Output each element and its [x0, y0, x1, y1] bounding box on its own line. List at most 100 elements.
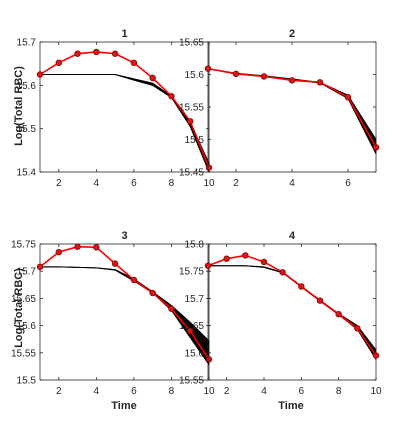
observed-point	[372, 352, 380, 359]
observed-point	[204, 65, 212, 72]
observed-point	[335, 310, 342, 318]
observed-point	[149, 289, 156, 297]
x-tick-label: 8	[169, 386, 175, 397]
y-tick-label: 15.6	[185, 70, 205, 81]
observed-line	[39, 245, 210, 360]
subplot-2: 2 2 4 6 15.45 15.5 15.55 15.6 15.65	[179, 28, 380, 189]
x-axis-label-right: Time	[278, 400, 303, 412]
x-tick-label: 2	[56, 386, 62, 397]
x-tick-label: 6	[299, 386, 305, 397]
observed-point	[316, 297, 324, 304]
observed-point	[288, 77, 296, 84]
observed-point	[36, 263, 44, 271]
subplot-1: 1 2 4 6 8 10 15.4 15.5 15.6 15.7	[17, 28, 215, 189]
observed-point	[111, 50, 119, 57]
model-line-0	[40, 74, 210, 164]
observed-point	[187, 327, 194, 335]
observed-point	[316, 79, 324, 86]
x-tick-label: 8	[169, 178, 175, 189]
panel-title: 4	[289, 230, 296, 242]
x-tick-label: 4	[289, 178, 295, 189]
observed-point	[205, 164, 213, 171]
observed-point	[260, 258, 268, 266]
panel-title: 1	[121, 28, 127, 40]
observed-point	[260, 73, 268, 80]
x-tick-label: 10	[370, 386, 382, 397]
subplot-panels: 1 2 4 6 8 10 15.4 15.5 15.6 15.7 2 2 4 6 15.45 15.5 15.5…	[11, 28, 382, 397]
x-tick-label: 10	[203, 178, 215, 189]
x-tick-label: 2	[224, 386, 230, 397]
axes-frame	[39, 243, 210, 381]
observed-point	[232, 70, 240, 78]
y-tick-label: 15.7	[17, 38, 37, 49]
y-tick-label: 15.7	[17, 267, 37, 278]
y-tick-label: 15.55	[179, 376, 204, 387]
observed-point	[344, 94, 352, 101]
x-tick-label: 10	[203, 386, 215, 397]
observed-point	[93, 244, 100, 251]
axes-frame	[207, 243, 377, 381]
y-tick-label: 15.6	[17, 81, 37, 92]
y-tick-label: 15.65	[179, 38, 204, 49]
y-tick-label: 15.8	[185, 240, 205, 251]
x-tick-label: 2	[233, 178, 239, 189]
axes-frame	[207, 41, 377, 173]
observed-point	[149, 74, 156, 82]
observed-point	[279, 269, 286, 276]
model-line-1	[40, 266, 210, 366]
observed-line	[39, 51, 210, 168]
observed-point	[55, 248, 62, 256]
x-tick-label: 4	[261, 386, 267, 397]
x-tick-label: 4	[94, 386, 100, 397]
y-tick-label: 15.65	[179, 321, 204, 332]
observed-point	[205, 356, 213, 363]
y-axis-label-bottom: Log(Total RBC)	[13, 268, 25, 348]
observed-line	[207, 254, 377, 356]
observed-point	[93, 48, 100, 56]
y-tick-label: 15.45	[179, 168, 204, 179]
observed-point	[36, 71, 44, 78]
observed-point	[372, 144, 380, 151]
observed-point	[130, 59, 138, 66]
observed-point	[74, 243, 81, 250]
observed-point	[223, 255, 230, 262]
x-tick-label: 8	[336, 386, 342, 397]
x-tick-label: 6	[131, 386, 137, 397]
y-tick-label: 15.4	[17, 168, 37, 179]
model-line-1	[40, 74, 210, 173]
y-tick-label: 15.75	[11, 240, 36, 251]
observed-point	[111, 260, 119, 267]
observed-point	[187, 118, 194, 125]
observed-point	[168, 92, 175, 100]
y-tick-label: 15.7	[185, 294, 205, 305]
y-tick-label: 15.5	[17, 124, 37, 135]
y-tick-label: 15.65	[11, 294, 36, 305]
y-tick-label: 15.5	[17, 376, 37, 387]
y-axis-label-top: Log(Total RBC)	[13, 66, 25, 146]
observed-point	[168, 305, 175, 312]
observed-point	[55, 59, 62, 66]
subplot-3: 3 2 4 6 8 10 15.5 15.55 15.6 15.65 15.7 15.75	[11, 230, 215, 397]
observed-point	[242, 252, 249, 259]
y-tick-label: 15.6	[185, 348, 205, 359]
observed-point	[130, 276, 138, 284]
y-tick-label: 15.5	[185, 135, 205, 146]
x-tick-label: 6	[131, 178, 137, 189]
y-tick-label: 15.55	[11, 348, 36, 359]
panel-title: 2	[289, 28, 295, 40]
observed-point	[74, 50, 81, 57]
x-tick-label: 6	[345, 178, 351, 189]
observed-point	[204, 262, 212, 269]
x-tick-label: 2	[56, 178, 62, 189]
y-tick-label: 15.6	[17, 321, 37, 332]
model-band	[40, 74, 210, 173]
observed-point	[354, 325, 361, 332]
x-tick-label: 4	[94, 178, 100, 189]
x-axis-label-left: Time	[111, 400, 136, 412]
y-tick-label: 15.55	[179, 103, 204, 114]
panel-title: 3	[121, 230, 127, 242]
observed-point	[298, 283, 305, 290]
y-tick-label: 15.75	[179, 267, 204, 278]
